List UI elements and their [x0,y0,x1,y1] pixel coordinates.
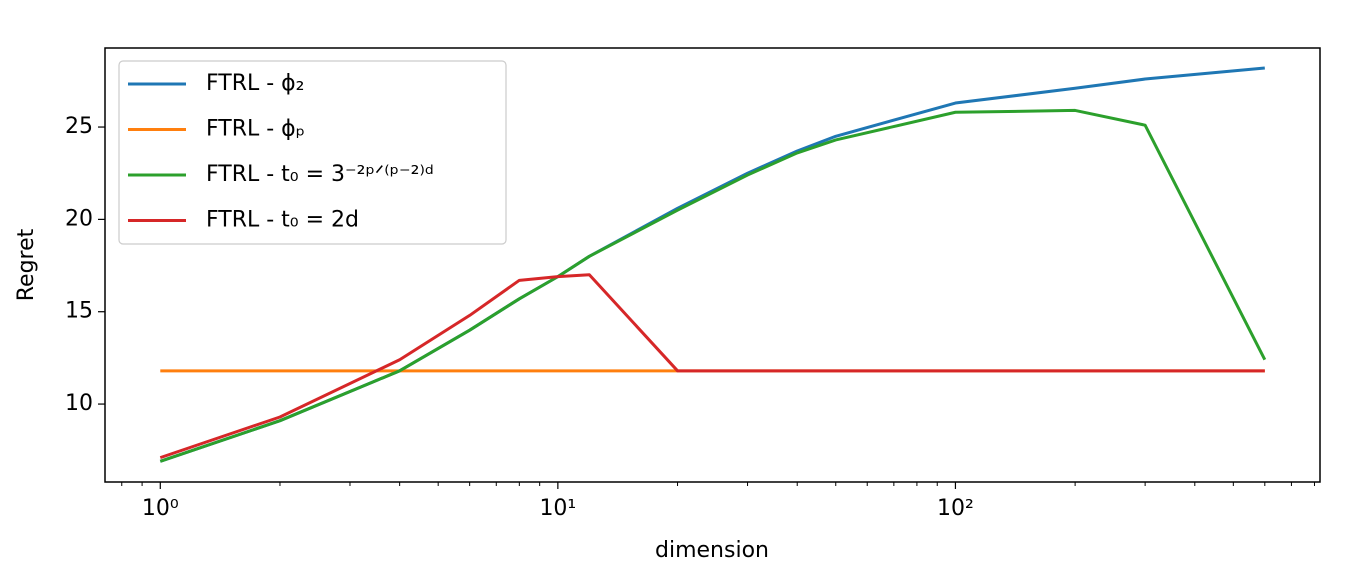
legend-label: FTRL - t₀ = 2d [206,208,359,233]
y-tick-label: 20 [65,206,93,231]
line [159,108,1267,463]
legend-label: FTRL - ϕ₂ [206,71,305,96]
x-tick-label: 10⁰ [142,496,179,521]
legend-box [118,60,507,245]
line [159,273,1265,460]
y-tick-label: 15 [65,299,93,324]
axes-frame [104,47,1321,483]
x-axis-label: dimension [655,538,769,562]
x-tick-label: 10¹ [539,496,576,521]
y-axis-label: Regret [14,228,39,301]
x-tick-label: 10² [937,496,974,521]
legend-label: FTRL - ϕₚ [206,117,305,142]
y-tick-label: 10 [65,391,93,416]
y-tick-label: 25 [65,114,93,139]
legend-label: FTRL - t₀ = 3⁻²ᵖᐟ⁽ᵖ⁻²⁾ᵈ [206,162,434,187]
